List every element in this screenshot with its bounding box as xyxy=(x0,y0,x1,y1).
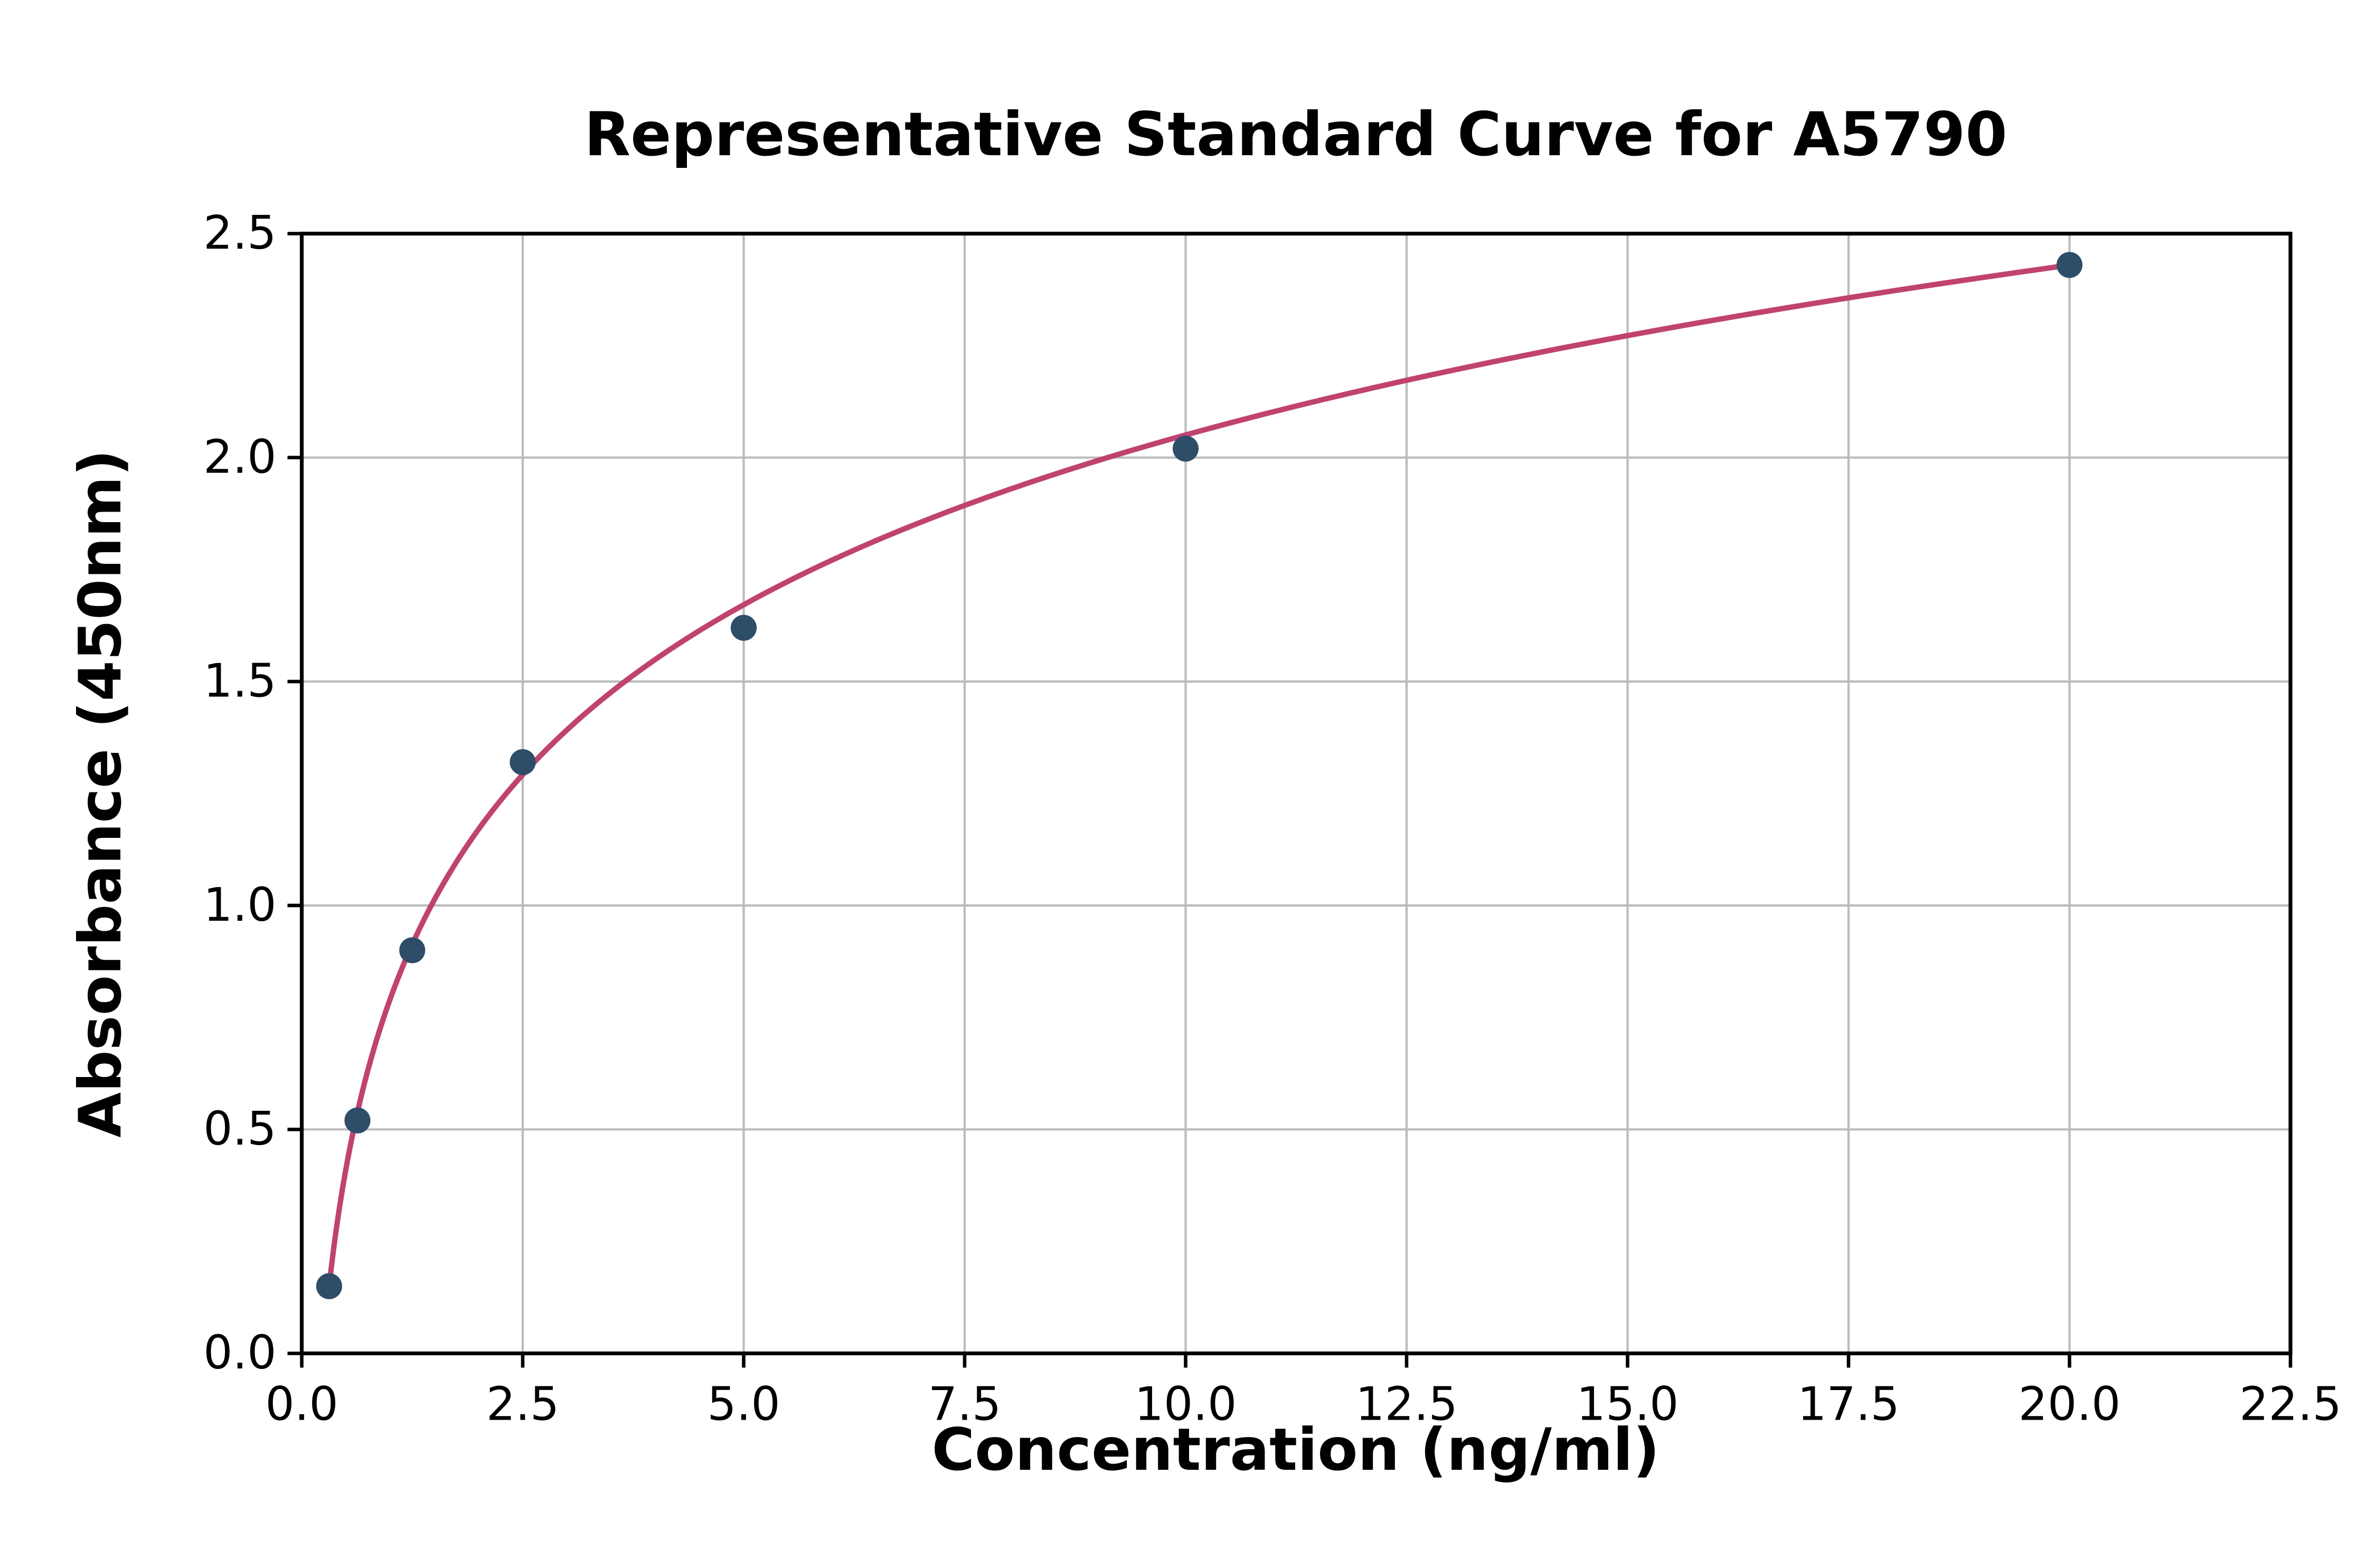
x-tick-label: 2.5 xyxy=(486,1377,559,1431)
x-tick-label: 5.0 xyxy=(707,1377,780,1431)
x-tick-label: 17.5 xyxy=(1797,1377,1900,1431)
y-axis-label: Absorbance (450nm) xyxy=(67,449,135,1137)
data-point xyxy=(730,615,757,641)
data-point xyxy=(2056,252,2083,278)
grid-layer xyxy=(300,232,2292,1355)
x-tick-label: 7.5 xyxy=(928,1377,1001,1431)
series-layer xyxy=(316,252,2083,1299)
chart-title: Representative Standard Curve for A5790 xyxy=(584,99,2007,169)
data-point xyxy=(316,1273,342,1299)
data-point xyxy=(344,1107,371,1134)
y-tick-label: 0.0 xyxy=(203,1326,276,1380)
data-point xyxy=(510,749,536,776)
x-tick-label: 10.0 xyxy=(1135,1377,1237,1431)
y-tick-label: 2.0 xyxy=(203,430,276,484)
x-tick-label: 0.0 xyxy=(265,1377,338,1431)
x-tick-label: 12.5 xyxy=(1355,1377,1458,1431)
x-tick-label: 20.0 xyxy=(2019,1377,2121,1431)
data-point xyxy=(1172,436,1199,462)
y-tick-label: 2.5 xyxy=(203,206,276,260)
data-point xyxy=(399,937,426,964)
x-tick-label: 15.0 xyxy=(1577,1377,1679,1431)
x-tick-label: 22.5 xyxy=(2239,1377,2342,1431)
x-axis-label: Concentration (ng/ml) xyxy=(932,1416,1660,1484)
y-tick-label: 1.5 xyxy=(203,654,276,708)
y-tick-label: 0.5 xyxy=(203,1102,276,1156)
axis-layer xyxy=(287,231,2293,1368)
fit-curve xyxy=(325,262,2072,1297)
y-tick-label: 1.0 xyxy=(203,878,276,932)
tick-label-layer: 0.0 2.5 5.0 7.5 10.0 12.5 15.0 17.5 20.0 22.5 0.0 0… xyxy=(203,206,2342,1431)
plot-border xyxy=(299,231,2293,1356)
